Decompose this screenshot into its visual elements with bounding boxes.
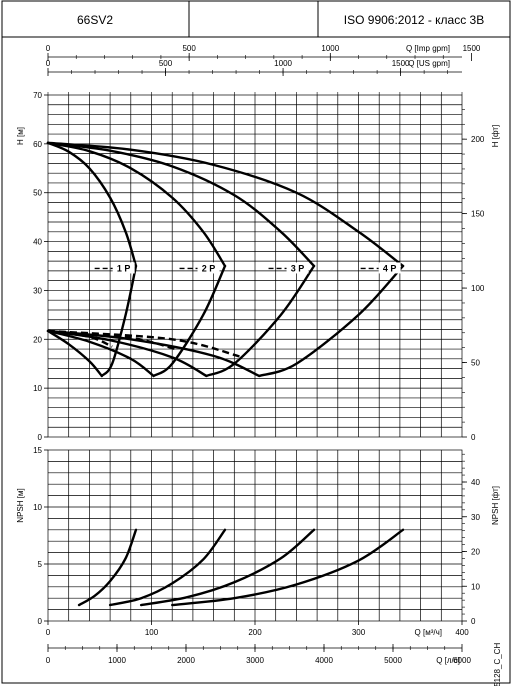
ytick-left-label: 60 — [33, 140, 42, 149]
ylabel-right: H [фт] — [491, 125, 500, 148]
drawing-code: 75128_C_CH — [493, 643, 502, 686]
ytick-left-label: 5 — [38, 560, 43, 569]
ytick-left-label: 15 — [33, 446, 42, 455]
stage-label-bg-0 — [112, 262, 135, 274]
xaxis-label: Q [Imp gpm] — [406, 44, 450, 53]
xtick-m3h-label: 100 — [145, 628, 159, 637]
ytick-right-label: 0 — [471, 617, 476, 626]
xtick-ls-label: 0 — [46, 656, 51, 665]
xtick-label: 1000 — [274, 59, 292, 68]
ytick-left-label: 0 — [38, 433, 43, 442]
head-series-line-3 — [46, 141, 405, 268]
xtick-m3h-label: 200 — [248, 628, 262, 637]
ytick-left-label: 10 — [33, 384, 42, 393]
ytick-left-label: 20 — [33, 335, 42, 344]
xaxis-m3h-label: Q [м³/ч] — [415, 628, 442, 637]
ytick-left-label: 50 — [33, 189, 42, 198]
ytick-left-label: 70 — [33, 91, 42, 100]
xtick-label: 1500 — [392, 59, 410, 68]
ytick-left-label: 0 — [38, 617, 43, 626]
head-series-line-2 — [46, 141, 316, 268]
head-series-line-9 — [46, 329, 155, 378]
ytick-right-label: 20 — [471, 548, 480, 557]
head-series-line-5 — [152, 264, 227, 378]
npsh-series — [77, 528, 405, 607]
head-series-line-7 — [257, 264, 405, 378]
xaxis-label: Q [US gpm] — [408, 59, 450, 68]
xtick-ls-label: 5000 — [384, 656, 402, 665]
xtick-label: 0 — [46, 59, 51, 68]
ytick-right-label: 30 — [471, 513, 480, 522]
head-series — [46, 141, 405, 378]
xtick-m3h-label: 0 — [46, 628, 51, 637]
stage-label-2: 3 P — [291, 263, 305, 273]
bottom-axes: 0 100 200 300 400 Q [м³/ч] 0 1000 2000 3000 4000 50… — [46, 621, 471, 665]
ylabel-left: NPSH [м] — [16, 488, 25, 522]
xtick-label: 1500 — [463, 44, 481, 53]
model-name: 66SV2 — [77, 13, 113, 27]
npsh-series-line-3 — [171, 528, 405, 607]
ytick-right-label: 200 — [471, 135, 485, 144]
npsh-series-line-1 — [108, 528, 227, 607]
head-series-line-1 — [46, 141, 227, 268]
head-series-line-12 — [47, 329, 113, 348]
xtick-ls-label: 2000 — [177, 656, 195, 665]
head-axes: 0 10 20 30 40 50 60 70 0 50 100 150 200 H [м] H [фт] — [16, 91, 500, 442]
head-series-line-8 — [46, 329, 104, 378]
head-series-line-14 — [47, 329, 240, 358]
xtick-ls-label: 1000 — [108, 656, 126, 665]
xtick-label: 0 — [46, 44, 51, 53]
xtick-m3h-label: 400 — [455, 628, 469, 637]
npsh-grid — [47, 449, 463, 622]
head-series-line-6 — [205, 264, 316, 378]
xtick-label: 500 — [182, 44, 196, 53]
ytick-right-label: 150 — [471, 210, 485, 219]
stage-label-bg-3 — [378, 262, 401, 274]
npsh-axes: 0 5 10 15 0 10 20 30 40 NPSH [м] NPSH [фт] — [16, 446, 500, 626]
ytick-right-label: 10 — [471, 582, 480, 591]
xtick-label: 1000 — [321, 44, 339, 53]
xtick-ls-label: 4000 — [315, 656, 333, 665]
ylabel-left: H [м] — [16, 127, 25, 145]
stage-label-3: 4 P — [383, 263, 397, 273]
ytick-left-label: 10 — [33, 503, 42, 512]
ytick-right-label: 0 — [471, 433, 476, 442]
head-series-line-0 — [46, 141, 138, 268]
ytick-right-label: 40 — [471, 478, 480, 487]
xtick-m3h-label: 300 — [352, 628, 366, 637]
stage-label-bg-2 — [286, 262, 309, 274]
xtick-ls-label: 6000 — [453, 656, 471, 665]
xtick-label: 500 — [159, 59, 173, 68]
ylabel-right: NPSH [фт] — [491, 486, 500, 525]
npsh-series-line-0 — [77, 528, 138, 607]
xtick-ls-label: 3000 — [246, 656, 264, 665]
ytick-right-label: 100 — [471, 284, 485, 293]
stage-label-bg-1 — [197, 262, 220, 274]
xaxis-ls-label: Q [л/с] — [436, 656, 460, 665]
ytick-right-label: 50 — [471, 359, 480, 368]
stage-label-0: 1 P — [117, 263, 131, 273]
ytick-left-label: 30 — [33, 286, 42, 295]
ytick-left-label: 40 — [33, 238, 42, 247]
npsh-series-line-2 — [139, 528, 316, 607]
stage-label-1: 2 P — [202, 263, 216, 273]
standard-label: ISO 9906:2012 - класс 3B — [344, 13, 484, 27]
stage-labels: 1 P 2 P 3 P 4 P — [94, 262, 401, 274]
